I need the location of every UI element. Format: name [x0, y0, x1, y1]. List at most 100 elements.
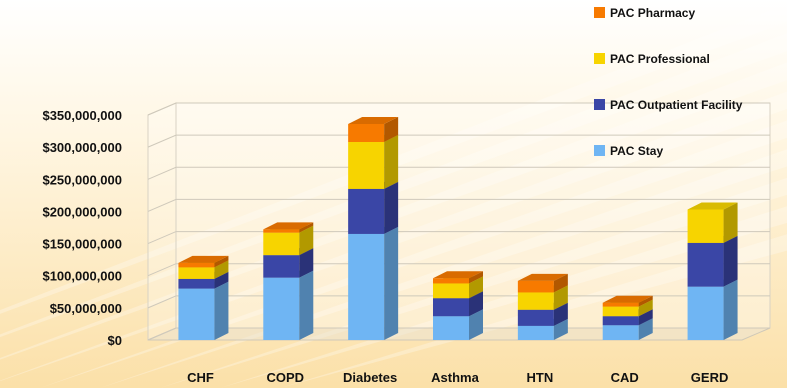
gridline: [147, 166, 770, 180]
bar-segment: [687, 279, 738, 340]
x-tick-label: Diabetes: [343, 370, 397, 385]
x-tick-label: COPD: [267, 370, 305, 385]
bar-top: [687, 202, 738, 210]
bar-front: [433, 283, 469, 299]
bar-stack: [517, 273, 568, 340]
x-axis: CHF COPD Diabetes Asthma HTN CAD GERD: [187, 370, 728, 385]
bar-front: [263, 277, 300, 340]
bar-side: [553, 285, 568, 310]
bar-front: [517, 280, 554, 293]
y-tick-label: $0: [108, 333, 122, 348]
x-tick-label: Asthma: [431, 370, 479, 385]
bar-front: [602, 316, 639, 326]
gridline: [147, 102, 770, 116]
bar-side: [553, 273, 568, 293]
bar-stack: [433, 271, 483, 340]
bar-segment: [517, 273, 568, 293]
bar-segment: [178, 255, 229, 268]
bar-front: [178, 278, 215, 289]
bar-front: [602, 306, 639, 317]
bar-side: [469, 309, 483, 340]
side-wall: [147, 102, 177, 341]
bar-side: [214, 281, 229, 340]
bar-top: [602, 295, 653, 303]
bar-front: [517, 309, 554, 326]
bar-top: [178, 255, 229, 263]
bar-front: [602, 325, 639, 340]
bar-side: [384, 226, 399, 340]
gridline: [147, 198, 770, 212]
legend-item: PAC Stay: [594, 144, 663, 158]
legend-swatch: [594, 53, 605, 64]
y-tick-label: $200,000,000: [42, 204, 122, 219]
bar-side: [214, 260, 229, 279]
bar-side: [299, 225, 314, 256]
bar-front: [687, 209, 724, 243]
bar-top: [433, 271, 483, 279]
bar-segment: [348, 226, 399, 340]
bar-top: [517, 273, 568, 281]
bar-segment: [348, 135, 399, 189]
bar-stack: [348, 117, 399, 340]
legend-swatch: [594, 99, 605, 110]
bar-side: [384, 135, 399, 189]
bar-side: [723, 279, 738, 340]
bar-top: [263, 222, 314, 230]
legend: PAC Pharmacy PAC Professional PAC Outpatie…: [594, 6, 743, 158]
bar-side: [299, 270, 314, 340]
bar-side: [638, 318, 653, 340]
gridlines: [147, 102, 770, 341]
bar-segment: [263, 222, 314, 233]
bar-segment: [687, 202, 738, 243]
bar-side: [384, 117, 399, 142]
bar-side: [469, 276, 483, 299]
bar-front: [178, 267, 215, 279]
legend-label: PAC Outpatient Facility: [610, 98, 743, 112]
bar-side: [299, 248, 314, 278]
bar-stack: [687, 202, 738, 340]
bar-segment: [602, 295, 653, 307]
y-tick-label: $250,000,000: [42, 172, 122, 187]
bar-side: [723, 202, 738, 243]
bar-segment: [348, 117, 399, 142]
bar-front: [517, 292, 554, 310]
y-tick-label: $100,000,000: [42, 269, 122, 284]
bar-front: [433, 316, 469, 340]
bar-front: [348, 188, 385, 234]
bar-front: [178, 262, 215, 268]
bar-side: [384, 181, 399, 234]
legend-label: PAC Stay: [610, 144, 663, 158]
x-tick-label: CAD: [611, 370, 639, 385]
legend-swatch: [594, 145, 605, 156]
bar-front: [433, 278, 469, 284]
legend-item: PAC Outpatient Facility: [594, 98, 743, 112]
bar-segment: [433, 271, 483, 284]
x-tick-label: CHF: [187, 370, 214, 385]
bar-front: [687, 242, 724, 287]
gridline: [147, 263, 770, 277]
legend-item: PAC Pharmacy: [594, 6, 695, 20]
y-tick-label: $350,000,000: [42, 108, 122, 123]
bar-side: [214, 271, 229, 289]
bar-front: [263, 232, 300, 256]
bar-side: [723, 235, 738, 287]
gridline: [147, 231, 770, 245]
y-tick-label: $300,000,000: [42, 140, 122, 155]
bar-side: [638, 309, 653, 326]
x-tick-label: HTN: [526, 370, 553, 385]
bar-segment: [348, 181, 399, 234]
x-tick-label: GERD: [691, 370, 729, 385]
bar-side: [638, 295, 653, 307]
gridline: [147, 134, 770, 148]
bar-front: [348, 124, 385, 142]
y-tick-label: $150,000,000: [42, 237, 122, 252]
bar-side: [469, 291, 483, 317]
bar-front: [178, 288, 215, 340]
background-ray: [100, 149, 787, 388]
legend-item: PAC Professional: [594, 52, 710, 66]
bar-front: [348, 233, 385, 340]
bar-front: [602, 302, 639, 307]
bar-side: [214, 255, 229, 268]
legend-label: PAC Pharmacy: [610, 6, 695, 20]
